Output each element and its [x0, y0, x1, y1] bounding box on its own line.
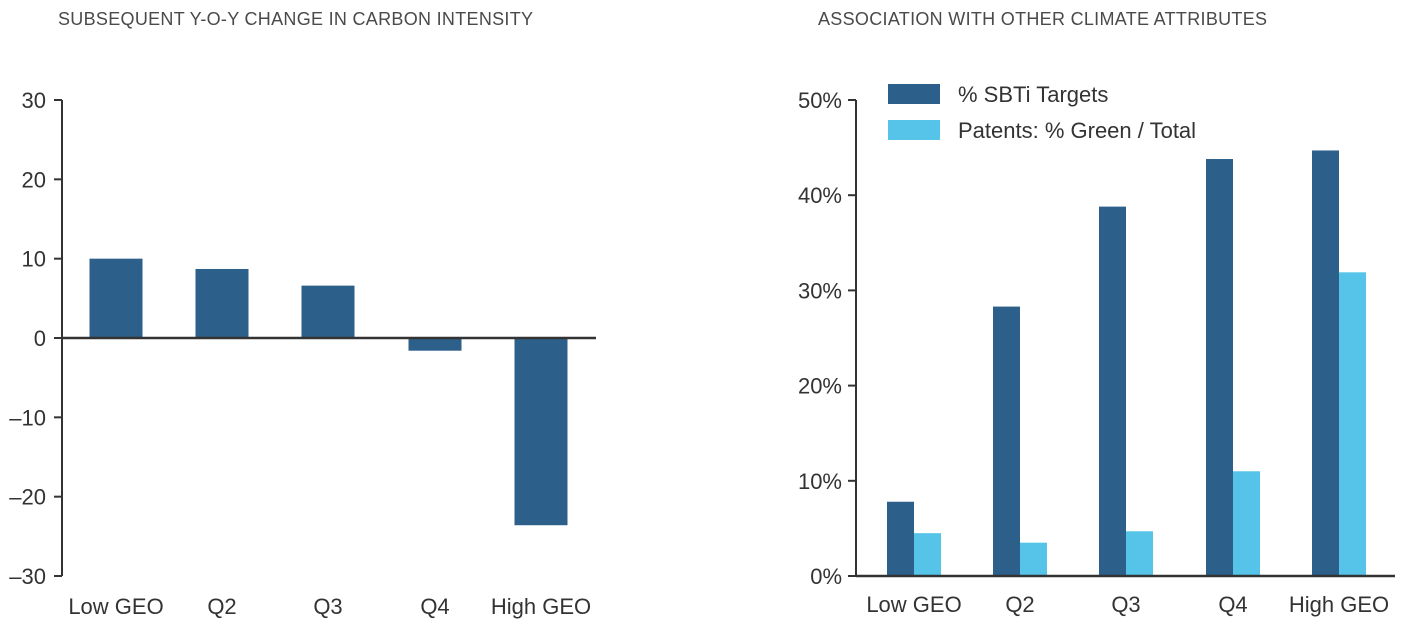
left-xtick-label: Q4: [420, 594, 449, 619]
bar-high-geo: [514, 338, 568, 526]
right-ytick-label: 20%: [798, 374, 842, 399]
left-xtick-label: Q3: [313, 594, 342, 619]
legend: % SBTi Targets Patents: % Green / Total: [888, 82, 1196, 143]
bar-sbti-targets-low-geo: [887, 501, 914, 576]
bar-patents-green-total-q2: [1020, 542, 1047, 576]
bar-patents-green-total-q4: [1233, 471, 1260, 576]
left-ytick-label: 30: [22, 88, 46, 113]
left-ytick-label: –10: [9, 405, 46, 430]
legend-swatch-sbti: [888, 84, 940, 104]
legend-label-sbti: % SBTi Targets: [958, 82, 1108, 107]
right-ytick-label: 10%: [798, 469, 842, 494]
legend-swatch-patents: [888, 120, 940, 140]
right-ytick-label: 40%: [798, 183, 842, 208]
bar-patents-green-total-high-geo: [1339, 272, 1366, 576]
right-ytick-label: 50%: [798, 88, 842, 113]
left-xtick-label: Q2: [207, 594, 236, 619]
left-xtick-label: High GEO: [491, 594, 591, 619]
left-x-axis-labels: Low GEO Q2 Q3 Q4 High GEO: [68, 594, 591, 619]
right-bars: [887, 150, 1366, 577]
left-xtick-label: Low GEO: [68, 594, 163, 619]
left-ytick-label: –30: [9, 564, 46, 589]
left-chart-title: SUBSEQUENT Y-O-Y CHANGE IN CARBON INTENS…: [58, 9, 533, 29]
right-x-axis-labels: Low GEO Q2 Q3 Q4 High GEO: [866, 592, 1389, 617]
right-chart-title: ASSOCIATION WITH OTHER CLIMATE ATTRIBUTE…: [818, 9, 1267, 29]
legend-label-patents: Patents: % Green / Total: [958, 118, 1196, 143]
right-ytick-label: 30%: [798, 278, 842, 303]
right-xtick-label: Q4: [1218, 592, 1247, 617]
bar-q4: [408, 338, 462, 351]
bar-patents-green-total-low-geo: [914, 533, 941, 576]
bar-q2: [195, 268, 249, 338]
right-xtick-label: High GEO: [1289, 592, 1389, 617]
left-ytick-label: 20: [22, 167, 46, 192]
left-y-axis-ticks: 30 20 10 0 –10 –20 –30: [9, 88, 62, 589]
right-xtick-label: Low GEO: [866, 592, 961, 617]
left-ytick-label: 0: [34, 326, 46, 351]
right-xtick-label: Q2: [1005, 592, 1034, 617]
right-y-axis-ticks: 0% 10% 20% 30% 40% 50%: [798, 88, 856, 589]
left-ytick-label: 10: [22, 247, 46, 272]
bar-sbti-targets-q4: [1206, 159, 1233, 577]
left-bars: [89, 258, 568, 526]
bar-q3: [301, 285, 355, 338]
bar-sbti-targets-high-geo: [1312, 150, 1339, 576]
left-ytick-label: –20: [9, 485, 46, 510]
bar-low-geo: [89, 258, 143, 338]
climate-attributes-chart: ASSOCIATION WITH OTHER CLIMATE ATTRIBUTE…: [798, 9, 1395, 617]
bar-patents-green-total-q3: [1126, 531, 1153, 576]
bar-sbti-targets-q2: [993, 306, 1020, 576]
bar-sbti-targets-q3: [1099, 206, 1126, 576]
right-xtick-label: Q3: [1111, 592, 1140, 617]
carbon-intensity-chart: SUBSEQUENT Y-O-Y CHANGE IN CARBON INTENS…: [9, 9, 596, 619]
right-ytick-label: 0%: [810, 564, 842, 589]
